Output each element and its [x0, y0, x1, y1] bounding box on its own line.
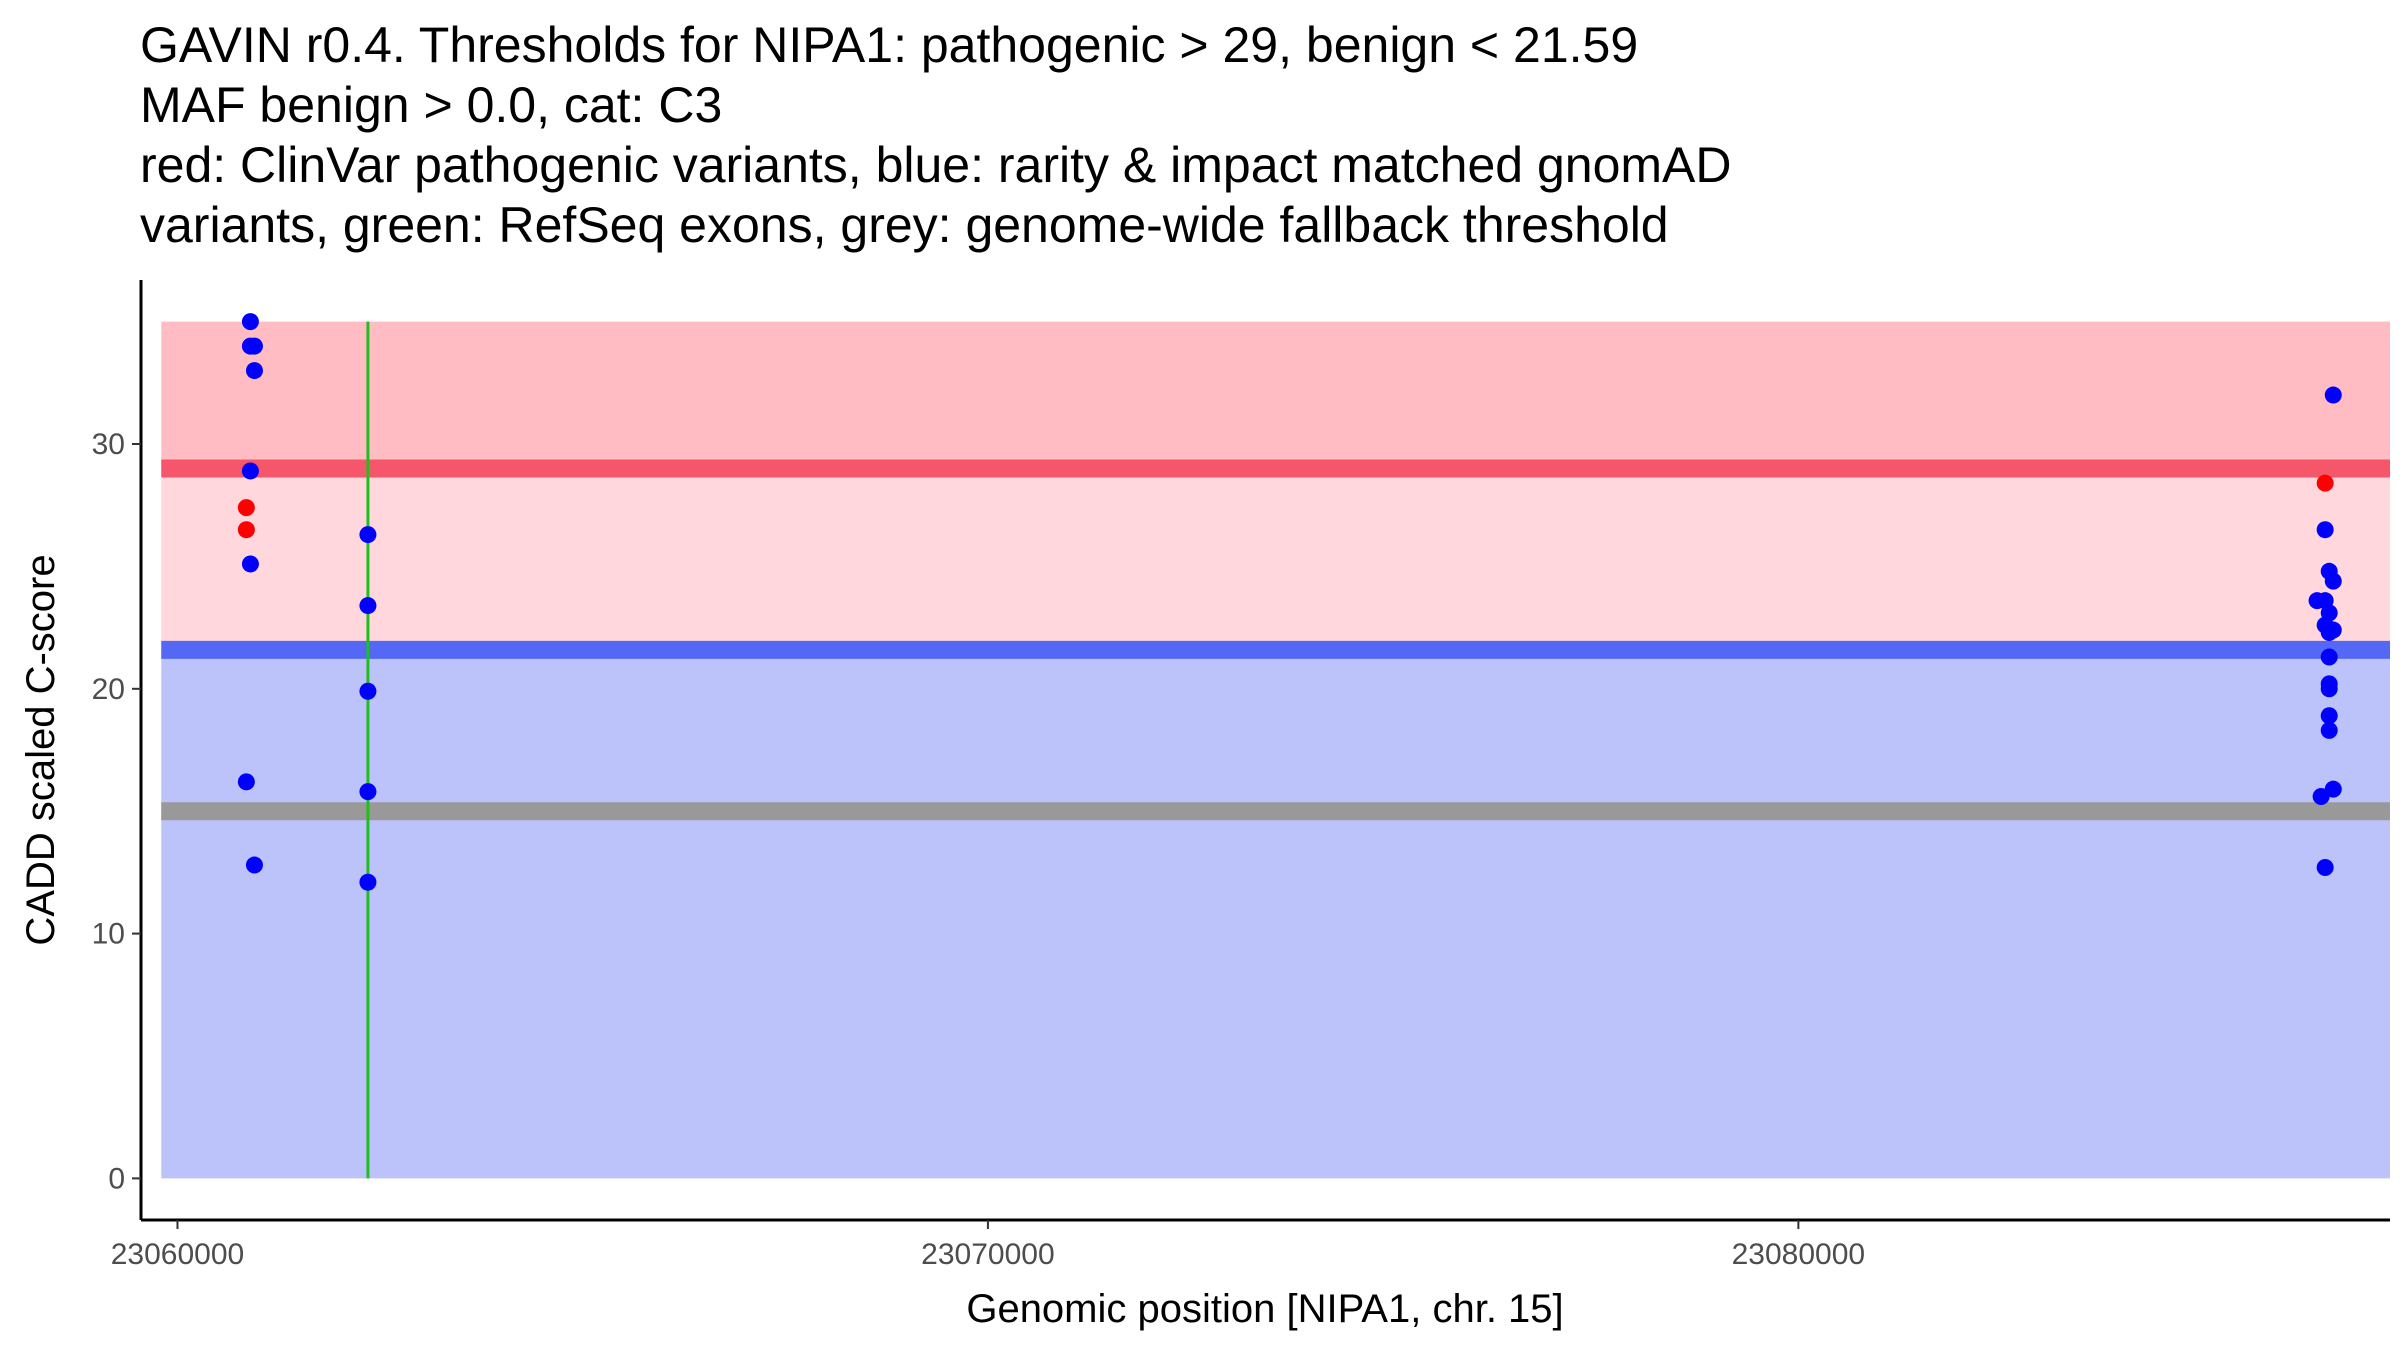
- data-point: [241, 555, 259, 573]
- x-tick-label: 23070000: [921, 1238, 1054, 1271]
- y-tick-label: 10: [92, 918, 125, 951]
- data-point: [2316, 474, 2334, 492]
- data-point: [2324, 386, 2342, 404]
- data-point: [359, 783, 377, 801]
- x-axis-title: Genomic position [NIPA1, chr. 15]: [966, 1287, 1563, 1331]
- benign-region: [161, 649, 2391, 1179]
- axes: [139, 280, 2390, 1222]
- chart-title-line-1: GAVIN r0.4. Thresholds for NIPA1: pathog…: [140, 17, 1638, 73]
- data-point: [241, 462, 259, 480]
- data-point: [2320, 648, 2338, 666]
- data-point: [237, 773, 255, 791]
- data-point: [359, 682, 377, 700]
- data-point: [359, 873, 377, 891]
- y-tick-label: 30: [92, 428, 125, 461]
- data-point: [2324, 572, 2342, 590]
- data-point: [2320, 707, 2338, 725]
- data-point: [237, 499, 255, 517]
- data-point: [245, 337, 263, 355]
- data-point: [2324, 780, 2342, 798]
- y-tick-label: 0: [108, 1162, 125, 1195]
- data-point: [2320, 680, 2338, 698]
- data-point: [2320, 721, 2338, 739]
- y-tick-label: 20: [92, 673, 125, 706]
- data-point: [245, 362, 263, 380]
- data-point: [2316, 859, 2334, 876]
- chart-title: GAVIN r0.4. Thresholds for NIPA1: pathog…: [140, 17, 1731, 253]
- data-point: [2316, 521, 2334, 539]
- chart-title-line-2: MAF benign > 0.0, cat: C3: [140, 77, 722, 133]
- axis-ticks: 0 10 20 30 23060000 23070000 23080000: [92, 428, 1865, 1271]
- threshold-bands: [161, 321, 2391, 1179]
- threshold-lines: [161, 459, 2390, 821]
- data-points: [237, 313, 2342, 891]
- data-point: [237, 521, 255, 539]
- chart-title-line-4: variants, green: RefSeq exons, grey: gen…: [140, 197, 1669, 253]
- data-point: [2324, 621, 2342, 639]
- x-tick-label: 23080000: [1732, 1238, 1865, 1271]
- intermediate-region: [161, 468, 2391, 650]
- x-tick-label: 23060000: [111, 1238, 244, 1271]
- data-point: [241, 313, 259, 331]
- pathogenic-region: [161, 321, 2391, 469]
- data-point: [359, 526, 377, 544]
- chart-title-line-3: red: ClinVar pathogenic variants, blue: …: [140, 137, 1731, 193]
- y-axis-title: CADD scaled C-score: [19, 554, 63, 945]
- data-point: [359, 597, 377, 615]
- data-point: [245, 856, 263, 874]
